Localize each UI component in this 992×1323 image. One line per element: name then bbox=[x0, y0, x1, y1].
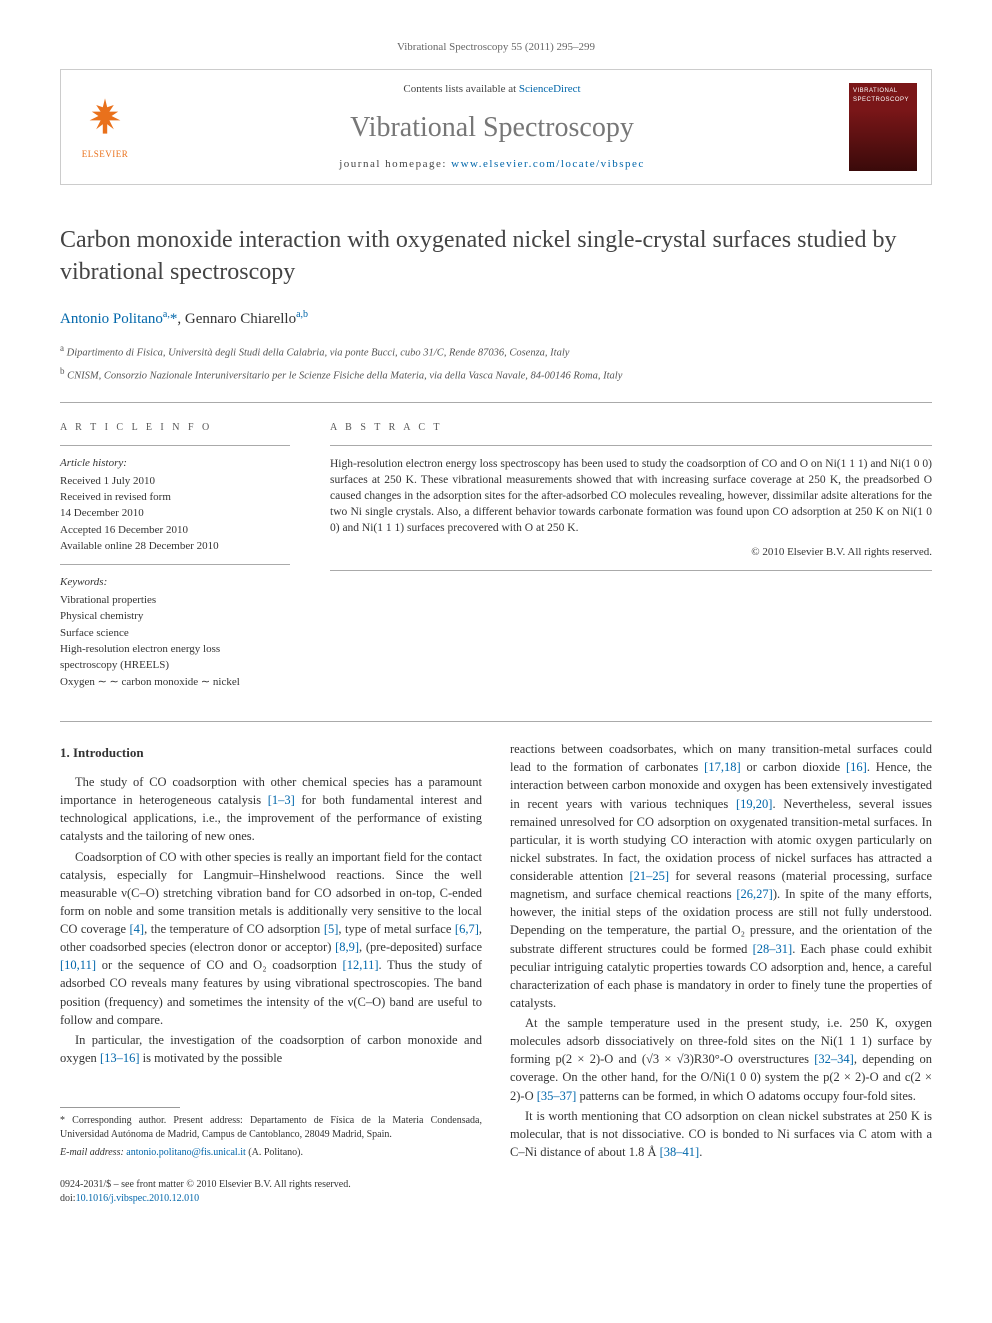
affiliation-a-text: Dipartimento di Fisica, Università degli… bbox=[67, 347, 570, 358]
body-paragraph-5: It is worth mentioning that CO adsorptio… bbox=[510, 1107, 932, 1161]
revised-line1: Received in revised form bbox=[60, 490, 290, 505]
body-paragraph-3b: reactions between coadsorbates, which on… bbox=[510, 740, 932, 1012]
ref-10-11[interactable]: [10,11] bbox=[60, 958, 96, 972]
ref-16[interactable]: [16] bbox=[846, 760, 867, 774]
divider-2 bbox=[60, 721, 932, 722]
keyword-4: High-resolution electron energy loss bbox=[60, 642, 290, 657]
article-title: Carbon monoxide interaction with oxygena… bbox=[60, 225, 932, 287]
received-date: Received 1 July 2010 bbox=[60, 474, 290, 489]
contents-prefix: Contents lists available at bbox=[403, 83, 518, 95]
homepage-line: journal homepage: www.elsevier.com/locat… bbox=[151, 157, 833, 172]
author-sep: , Gennaro Chiarello bbox=[177, 311, 296, 327]
author-1-affil-link[interactable]: a, bbox=[163, 309, 170, 320]
revised-line2: 14 December 2010 bbox=[60, 506, 290, 521]
keyword-3: Surface science bbox=[60, 626, 290, 641]
ref-32-34[interactable]: [32–34] bbox=[814, 1052, 854, 1066]
body-paragraph-2: Coadsorption of CO with other species is… bbox=[60, 848, 482, 1029]
p3-text-b: is motivated by the possible bbox=[140, 1051, 283, 1065]
ref-19-20[interactable]: [19,20] bbox=[736, 797, 772, 811]
masthead-banner: ELSEVIER Contents lists available at Sci… bbox=[60, 69, 932, 185]
ref-38-41[interactable]: [38–41] bbox=[660, 1145, 700, 1159]
abstract-text: High-resolution electron energy loss spe… bbox=[330, 456, 932, 536]
sciencedirect-link[interactable]: ScienceDirect bbox=[519, 83, 581, 95]
article-info-column: A R T I C L E I N F O Article history: R… bbox=[60, 421, 290, 691]
publisher-logo: ELSEVIER bbox=[75, 94, 135, 160]
keywords-label: Keywords: bbox=[60, 575, 290, 590]
online-date: Available online 28 December 2010 bbox=[60, 539, 290, 554]
affiliation-b: b CNISM, Consorzio Nazionale Interuniver… bbox=[60, 365, 932, 384]
ref-17-18[interactable]: [17,18] bbox=[704, 760, 740, 774]
bottom-meta: 0924-2031/$ – see front matter © 2010 El… bbox=[60, 1178, 932, 1206]
email-label: E-mail address: bbox=[60, 1147, 126, 1158]
doi-link[interactable]: 10.1016/j.vibspec.2010.12.010 bbox=[76, 1193, 200, 1204]
cover-thumb-title: VIBRATIONAL SPECTROSCOPY bbox=[853, 87, 913, 104]
affiliation-b-text: CNISM, Consorzio Nazionale Interuniversi… bbox=[67, 370, 622, 381]
p2-text-c: , type of metal surface bbox=[338, 922, 455, 936]
footnote-block: * Corresponding author. Present address:… bbox=[60, 1107, 482, 1160]
ref-5[interactable]: [5] bbox=[324, 922, 339, 936]
section-heading-1: 1. Introduction bbox=[60, 744, 482, 763]
p2-text-e: , (pre-deposited) surface bbox=[359, 940, 482, 954]
ref-35-37[interactable]: [35–37] bbox=[537, 1089, 577, 1103]
author-link-1[interactable]: Antonio Politano bbox=[60, 311, 163, 327]
affiliation-a: a Dipartimento di Fisica, Università deg… bbox=[60, 342, 932, 361]
abstract-divider bbox=[330, 445, 932, 446]
p2-text-f: or the sequence of CO and O₂ coadsorptio… bbox=[96, 958, 343, 972]
elsevier-tree-icon bbox=[83, 94, 127, 138]
email-link[interactable]: antonio.politano@fis.unical.it bbox=[126, 1147, 245, 1158]
ref-21-25[interactable]: [21–25] bbox=[629, 869, 669, 883]
copyright: © 2010 Elsevier B.V. All rights reserved… bbox=[330, 545, 932, 560]
abstract-heading: A B S T R A C T bbox=[330, 421, 932, 435]
keyword-2: Physical chemistry bbox=[60, 609, 290, 624]
issn-line: 0924-2031/$ – see front matter © 2010 El… bbox=[60, 1178, 932, 1192]
doi-line: doi:10.1016/j.vibspec.2010.12.010 bbox=[60, 1192, 932, 1206]
accepted-date: Accepted 16 December 2010 bbox=[60, 523, 290, 538]
author-2-affil-sup: a,b bbox=[296, 309, 308, 320]
journal-cover-thumbnail: VIBRATIONAL SPECTROSCOPY bbox=[849, 83, 917, 171]
homepage-link[interactable]: www.elsevier.com/locate/vibspec bbox=[451, 158, 645, 170]
info-divider bbox=[60, 445, 290, 446]
homepage-prefix: journal homepage: bbox=[339, 158, 451, 170]
p4-text-c: patterns can be formed, in which O adato… bbox=[576, 1089, 916, 1103]
journal-citation: Vibrational Spectroscopy 55 (2011) 295–2… bbox=[60, 40, 932, 55]
p5-text-b: . bbox=[699, 1145, 702, 1159]
article-info-heading: A R T I C L E I N F O bbox=[60, 421, 290, 435]
abstract-divider-2 bbox=[330, 570, 932, 571]
author-list: Antonio Politanoa,*, Gennaro Chiarelloa,… bbox=[60, 308, 932, 330]
ref-6-7[interactable]: [6,7] bbox=[455, 922, 479, 936]
ref-8-9[interactable]: [8,9] bbox=[335, 940, 359, 954]
p5-text-a: It is worth mentioning that CO adsorptio… bbox=[510, 1109, 932, 1159]
info-divider-2 bbox=[60, 564, 290, 565]
journal-title: Vibrational Spectroscopy bbox=[151, 108, 833, 147]
body-paragraph-1: The study of CO coadsorption with other … bbox=[60, 773, 482, 846]
email-footnote: E-mail address: antonio.politano@fis.uni… bbox=[60, 1146, 482, 1160]
corresponding-author-footnote: * Corresponding author. Present address:… bbox=[60, 1114, 482, 1142]
history-label: Article history: bbox=[60, 456, 290, 471]
doi-label: doi: bbox=[60, 1193, 76, 1204]
ref-1-3[interactable]: [1–3] bbox=[268, 793, 295, 807]
ref-26-27[interactable]: [26,27] bbox=[736, 887, 772, 901]
body-paragraph-4: At the sample temperature used in the pr… bbox=[510, 1014, 932, 1105]
body-columns: 1. Introduction The study of CO coadsorp… bbox=[60, 740, 932, 1163]
ref-13-16[interactable]: [13–16] bbox=[100, 1051, 140, 1065]
author-2-affil-link[interactable]: a,b bbox=[296, 309, 308, 320]
keyword-6: Oxygen ∼ ∼ carbon monoxide ∼ nickel bbox=[60, 675, 290, 690]
author-1-affil-sup: a, bbox=[163, 309, 170, 320]
contents-line: Contents lists available at ScienceDirec… bbox=[151, 82, 833, 97]
keyword-5: spectroscopy (HREELS) bbox=[60, 658, 290, 673]
abstract-column: A B S T R A C T High-resolution electron… bbox=[330, 421, 932, 691]
p3-text-d: or carbon dioxide bbox=[741, 760, 846, 774]
divider bbox=[60, 402, 932, 403]
body-paragraph-3a: In particular, the investigation of the … bbox=[60, 1031, 482, 1067]
ref-12-11[interactable]: [12,11] bbox=[343, 958, 379, 972]
publisher-name: ELSEVIER bbox=[75, 148, 135, 161]
ref-4[interactable]: [4] bbox=[130, 922, 145, 936]
keyword-1: Vibrational properties bbox=[60, 593, 290, 608]
footnote-divider bbox=[60, 1107, 180, 1108]
ref-28-31[interactable]: [28–31] bbox=[753, 942, 793, 956]
p2-text-b: , the temperature of CO adsorption bbox=[144, 922, 324, 936]
email-suffix: (A. Politano). bbox=[246, 1147, 303, 1158]
